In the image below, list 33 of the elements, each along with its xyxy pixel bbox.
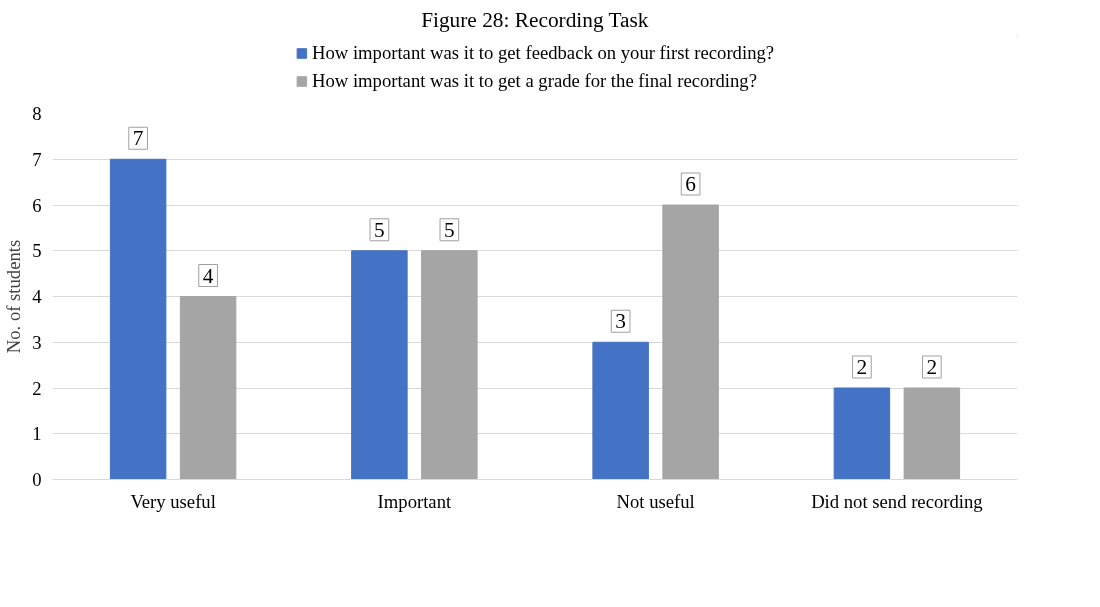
data-label: 5 xyxy=(444,217,455,242)
y-tick-label: 4 xyxy=(32,286,43,307)
legend-label: How important was it to get a grade for the final recording? xyxy=(311,70,757,92)
y-tick-label: 8 xyxy=(32,103,42,124)
y-tick-label: 6 xyxy=(32,194,42,216)
y-axis-title: No. of students xyxy=(3,239,25,354)
data-label: 5 xyxy=(374,217,385,242)
bar xyxy=(179,296,237,480)
y-tick-label: 5 xyxy=(32,240,42,262)
x-tick-label: Not useful xyxy=(616,490,695,512)
y-tick-label: 7 xyxy=(32,148,42,170)
x-tick-label: Very useful xyxy=(130,490,216,512)
data-label: 3 xyxy=(615,309,626,334)
data-label: 2 xyxy=(856,355,868,379)
data-label: 6 xyxy=(685,172,697,196)
x-tick-label: Important xyxy=(377,490,452,512)
data-label: 7 xyxy=(132,126,144,151)
data-label: 4 xyxy=(202,263,214,288)
bar xyxy=(662,204,719,480)
bar xyxy=(592,341,649,480)
y-tick-label: 2 xyxy=(32,377,42,399)
bar xyxy=(421,250,478,480)
bar xyxy=(903,387,961,480)
x-tick-label: Did not send recording xyxy=(811,490,983,512)
chart-title: Figure 28: Recording Task xyxy=(421,7,649,32)
bar xyxy=(109,158,167,480)
y-tick-label: 1 xyxy=(32,423,42,445)
bar xyxy=(351,250,408,480)
y-tick-label: 3 xyxy=(32,331,42,353)
y-tick-label: 0 xyxy=(32,469,42,490)
legend-label: How important was it to get feedback on your first recording? xyxy=(311,42,775,64)
data-label: 2 xyxy=(926,355,938,379)
bar xyxy=(833,387,891,480)
